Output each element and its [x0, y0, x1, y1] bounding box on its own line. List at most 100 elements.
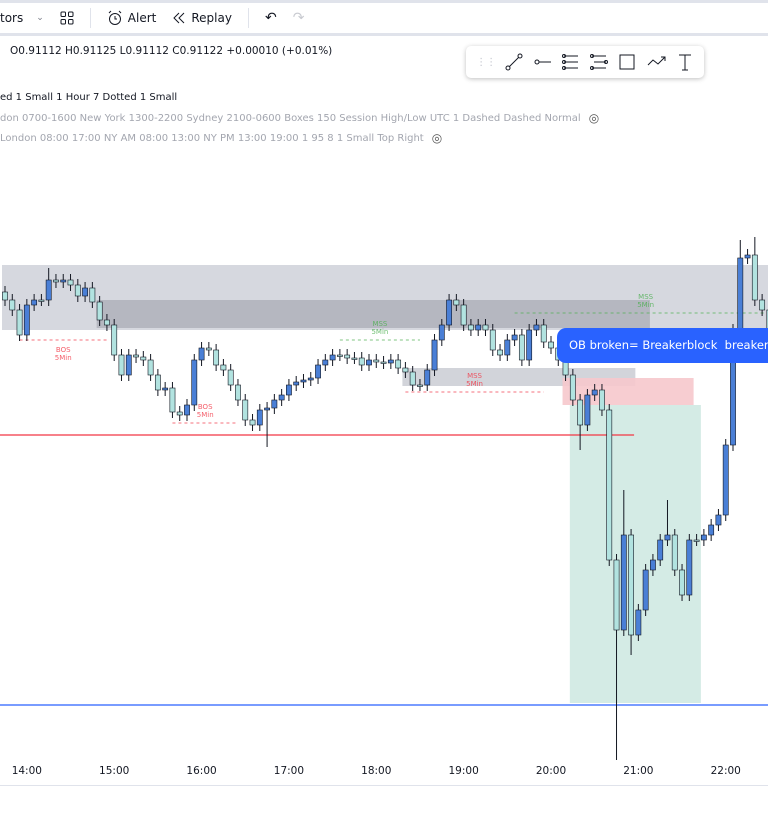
candle-body — [657, 539, 664, 561]
indicator-settings-2: don 0700-1600 New York 1300-2200 Sydney … — [0, 112, 581, 124]
candle-body — [679, 569, 685, 596]
ob-broken-callout[interactable]: OB broken= Breakerblock breaker — [557, 328, 768, 363]
candle-body — [184, 404, 190, 416]
candle-body — [635, 609, 642, 636]
candle-body — [722, 444, 729, 516]
candle-body — [409, 371, 416, 386]
candle-body — [664, 534, 671, 541]
candle-body — [154, 374, 161, 391]
indicator-legend-1[interactable]: ed 1 Small 1 Hour 7 Dotted 1 Small — [0, 92, 177, 103]
candle-body — [147, 359, 154, 376]
time-tick-label: 22:00 — [710, 765, 741, 777]
indicator-legend-2[interactable]: don 0700-1600 New York 1300-2200 Sydney … — [0, 111, 599, 125]
candle-body — [533, 324, 540, 331]
target-zone — [569, 405, 701, 703]
structure-timeframe: 5Min — [371, 328, 388, 336]
candle-body — [169, 387, 176, 413]
time-tick-label: 18:00 — [361, 765, 392, 777]
candle-body — [300, 379, 307, 383]
rewind-icon — [173, 12, 185, 24]
candle-body — [227, 369, 234, 386]
candle-body — [133, 354, 139, 358]
candle-body — [96, 301, 103, 321]
drawing-toolbar: ⋮⋮ — [466, 46, 704, 78]
rectangle-icon[interactable] — [617, 52, 637, 72]
candle-body — [475, 324, 482, 331]
time-axis-border — [0, 785, 768, 786]
candle-body — [613, 559, 620, 631]
indicator-settings-1: ed 1 Small 1 Hour 7 Dotted 1 Small — [0, 92, 178, 103]
structure-timeframe: 5Min — [197, 411, 214, 419]
structure-timeframe: 5Min — [637, 301, 654, 309]
candle-body — [569, 374, 576, 401]
redo-button[interactable]: ↷ — [293, 10, 305, 26]
candle-body — [511, 334, 518, 341]
undo-icon: ↶ — [264, 10, 277, 26]
candle-body — [540, 324, 547, 343]
parallel-channel-icon[interactable] — [561, 52, 581, 72]
time-tick-label: 14:00 — [11, 765, 42, 777]
candle-body — [205, 347, 212, 351]
fib-retracement-icon[interactable] — [589, 52, 609, 72]
drag-handle-icon[interactable]: ⋮⋮ — [476, 56, 497, 68]
candle-body — [45, 279, 52, 301]
candle-body — [700, 534, 707, 541]
candle-body — [351, 357, 358, 360]
grid-icon — [60, 11, 74, 25]
candle-body — [118, 354, 125, 376]
candle-body — [628, 534, 634, 636]
candle-body — [606, 409, 613, 561]
ob-zone — [96, 300, 650, 328]
candle-body — [256, 409, 263, 426]
undo-button[interactable]: ↶ — [265, 10, 277, 26]
candle-body — [489, 329, 496, 351]
text-icon[interactable] — [676, 52, 694, 72]
trend-line-icon[interactable] — [504, 52, 524, 72]
candle-body — [453, 299, 460, 306]
chevron-down-icon: ⌄ — [36, 13, 44, 23]
replay-button[interactable]: Replay — [172, 11, 232, 25]
candle-body — [264, 407, 270, 411]
candle-body — [67, 279, 74, 286]
indicators-button[interactable]: tors ⌄ — [0, 11, 44, 25]
candle-body — [526, 329, 533, 361]
candle-body — [460, 304, 467, 326]
candle-body — [293, 381, 300, 386]
indicator-legend-3[interactable]: London 08:00 17:00 NY AM 08:00 13:00 NY … — [0, 131, 442, 145]
structure-label: BOS — [56, 346, 71, 354]
time-tick-label: 19:00 — [448, 765, 479, 777]
candle-body — [358, 357, 365, 366]
alert-button[interactable]: Alert — [107, 10, 157, 26]
candle-body — [693, 539, 700, 542]
eye-hidden-icon[interactable]: ◎ — [588, 111, 600, 125]
candle-body — [60, 279, 67, 283]
candle-body — [584, 394, 591, 426]
candle-body — [278, 394, 285, 401]
alert-label: Alert — [127, 11, 157, 25]
candle-body — [766, 309, 768, 341]
candle-body — [82, 287, 88, 297]
candle-body — [23, 304, 30, 336]
replay-label: Replay — [191, 11, 232, 25]
candle-body — [322, 359, 329, 366]
divider — [89, 8, 91, 28]
candle-body — [373, 359, 380, 363]
top-toolbar: tors ⌄ Alert Replay ↶ ↷ — [0, 0, 768, 36]
candle-body — [424, 369, 431, 386]
eye-hidden-icon[interactable]: ◎ — [431, 131, 443, 145]
candle-body — [650, 559, 656, 571]
candle-body — [315, 364, 321, 379]
horizontal-ray-icon[interactable] — [533, 52, 553, 72]
path-icon[interactable] — [646, 52, 668, 72]
layouts-button[interactable] — [60, 11, 74, 25]
candle-body — [125, 354, 132, 376]
structure-timeframe: 5Min — [466, 380, 483, 388]
candle-body — [16, 309, 23, 336]
candle-body — [759, 299, 766, 311]
divider — [247, 8, 249, 28]
candle-body — [307, 377, 314, 381]
candle-body — [213, 349, 220, 366]
candle-body — [591, 389, 598, 396]
candle-body — [336, 354, 343, 357]
